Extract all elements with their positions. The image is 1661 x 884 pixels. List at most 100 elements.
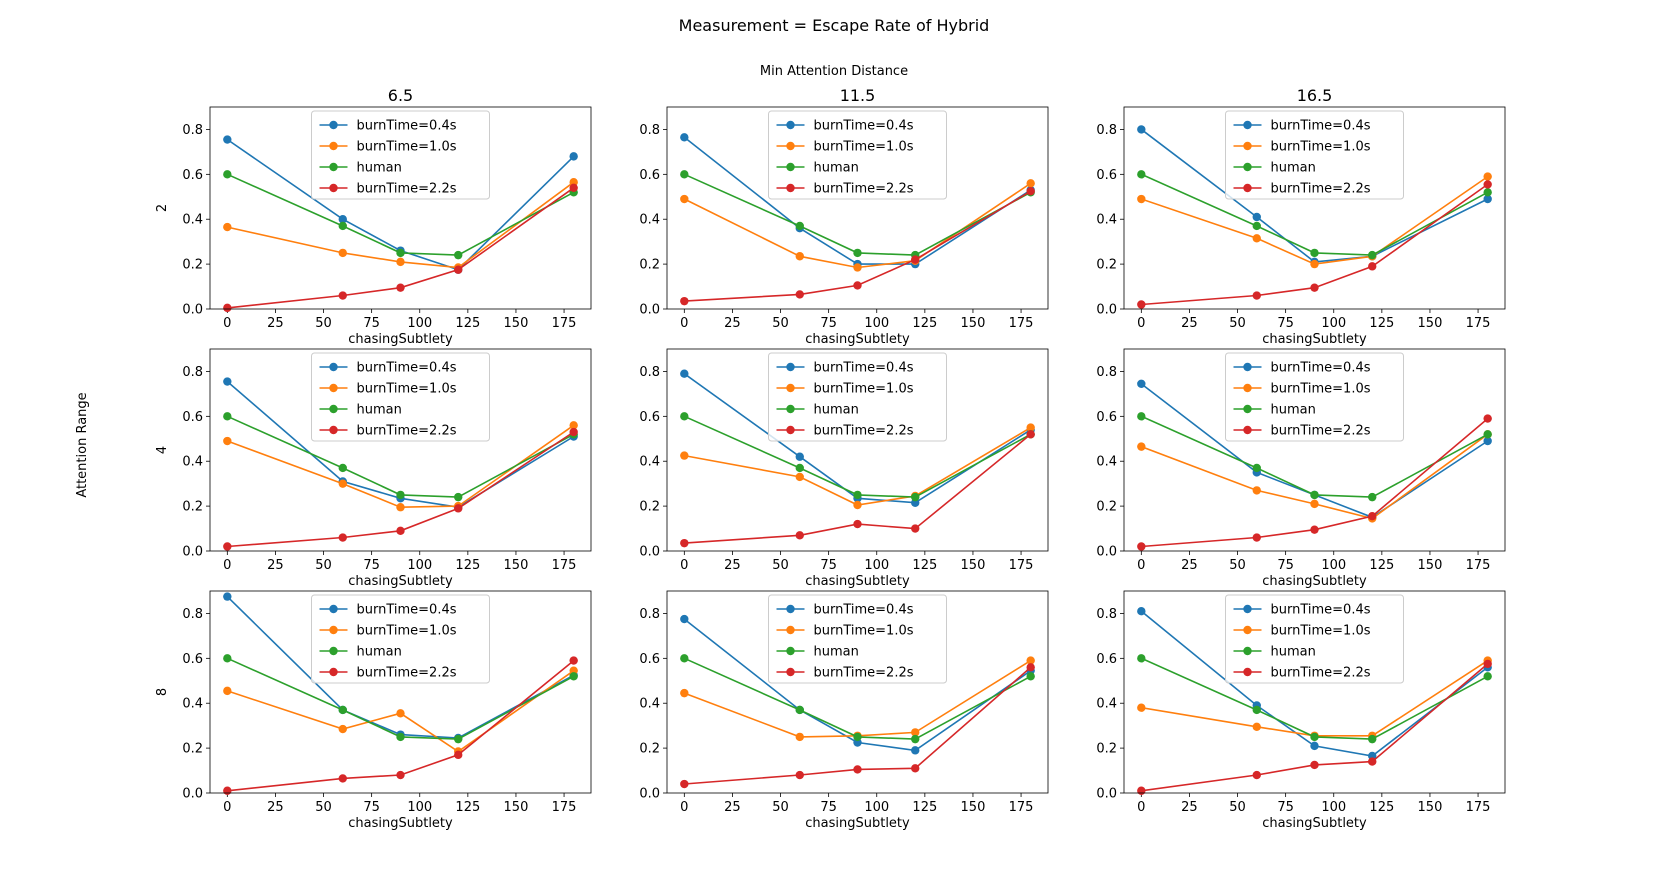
x-tick-label: 0 — [1137, 800, 1145, 815]
y-tick-label: 0.2 — [182, 500, 203, 515]
y-tick-label: 0.6 — [639, 410, 660, 425]
data-point — [680, 451, 689, 460]
y-tick-label: 0.4 — [639, 455, 660, 470]
legend: burnTime=0.4s burnTime=1.0s human burnTime=… — [1225, 352, 1404, 442]
y-tick-label: 0.6 — [1096, 652, 1117, 667]
y-tick-label: 0.2 — [1096, 742, 1117, 757]
subplot-8-11.5: 0 25 50 75 100 125 150 175 0.0 0.2 0.4 0.6 0.8 burnTi… — [639, 590, 1049, 831]
legend-marker — [329, 120, 338, 130]
data-point — [853, 519, 862, 529]
data-point — [223, 686, 232, 696]
x-tick-label: 0 — [1137, 558, 1145, 573]
data-point — [1252, 221, 1261, 231]
data-point — [853, 263, 862, 272]
x-tick-label: 50 — [1229, 316, 1246, 331]
data-point — [680, 170, 689, 179]
data-point — [454, 734, 463, 744]
legend-label: human — [1271, 161, 1316, 176]
y-tick-label: 0.4 — [182, 697, 203, 712]
legend-label: burnTime=1.0s — [1271, 624, 1371, 639]
data-point — [1026, 179, 1035, 188]
y-tick-label: 0.6 — [1096, 168, 1117, 183]
x-tick-label: 100 — [407, 800, 432, 815]
legend-label: burnTime=2.2s — [814, 182, 914, 197]
data-point — [1368, 734, 1377, 744]
x-tick-label: 100 — [864, 800, 889, 815]
data-point — [795, 705, 804, 715]
legend-label: burnTime=1.0s — [357, 140, 457, 155]
data-point — [1310, 732, 1319, 742]
legend-marker — [1243, 120, 1252, 130]
subplot-2-6.5: 0 25 50 75 100 125 150 175 0.0 0.2 0.4 0.6 0.8 burnTi… — [155, 86, 592, 347]
data-point — [1252, 291, 1261, 300]
data-point — [1137, 379, 1146, 388]
data-point — [795, 452, 804, 461]
x-tick-label: 25 — [1181, 316, 1198, 331]
x-tick-label: 25 — [267, 800, 284, 815]
axes-frame — [1123, 590, 1506, 794]
y-tick-label: 0.0 — [639, 303, 660, 318]
data-point — [223, 786, 232, 795]
axes-frame — [209, 348, 592, 552]
legend-frame — [768, 110, 947, 200]
data-point — [396, 257, 405, 267]
legend-label: human — [357, 403, 402, 418]
data-point — [853, 500, 862, 510]
subplot-title: 11.5 — [840, 86, 876, 105]
legend: burnTime=0.4s burnTime=1.0s human burnTime=… — [311, 594, 490, 684]
y-tick-label: 0.4 — [182, 213, 203, 228]
y-tick-label: 0.8 — [1096, 123, 1117, 138]
legend-marker — [786, 183, 795, 193]
data-point — [1368, 262, 1377, 271]
figure-suptitle: Measurement = Escape Rate of Hybrid — [679, 16, 990, 35]
y-tick-label: 0.4 — [1096, 213, 1117, 228]
data-point — [338, 291, 347, 300]
y-tick-label: 0.0 — [182, 303, 203, 318]
legend-marker — [329, 604, 338, 614]
data-point — [680, 412, 689, 421]
x-tick-label: 0 — [1137, 316, 1145, 331]
data-point — [1483, 180, 1492, 189]
data-point — [338, 215, 347, 224]
legend-marker — [1243, 667, 1252, 677]
x-axis-label: chasingSubtlety — [805, 574, 910, 589]
legend: burnTime=0.4s burnTime=1.0s human burnTime=… — [768, 110, 947, 200]
legend-marker — [1243, 604, 1252, 614]
legend-marker — [329, 162, 338, 172]
legend-marker — [329, 383, 338, 393]
data-point — [1137, 542, 1146, 551]
x-axis-label: chasingSubtlety — [348, 574, 453, 589]
y-tick-label: 0.0 — [1096, 303, 1117, 318]
axes-frame — [666, 348, 1049, 552]
y-tick-label: 0.2 — [182, 258, 203, 273]
data-point — [338, 774, 347, 783]
data-point — [680, 538, 689, 548]
legend-label: burnTime=1.0s — [1271, 382, 1371, 397]
legend: burnTime=0.4s burnTime=1.0s human burnTime=… — [768, 352, 947, 442]
legend-label: human — [814, 161, 859, 176]
x-axis-label: chasingSubtlety — [348, 332, 453, 347]
legend: burnTime=0.4s burnTime=1.0s human burnTime=… — [1225, 594, 1404, 684]
data-point — [338, 221, 347, 231]
data-point — [1310, 499, 1319, 509]
data-point — [569, 152, 578, 161]
y-tick-label: 0.2 — [182, 742, 203, 757]
legend-marker — [1243, 625, 1252, 635]
x-axis-label: chasingSubtlety — [805, 816, 910, 831]
data-point — [396, 248, 405, 258]
data-point — [1252, 722, 1261, 731]
legend-label: burnTime=0.4s — [814, 119, 914, 134]
legend-marker — [329, 425, 338, 435]
axes-frame — [666, 106, 1049, 310]
data-point — [1252, 234, 1261, 243]
y-tick-label: 0.8 — [1096, 607, 1117, 622]
data-point — [1252, 770, 1261, 780]
legend-frame — [768, 594, 947, 684]
x-tick-label: 50 — [772, 316, 789, 331]
legend-marker — [786, 362, 795, 372]
data-point — [1137, 442, 1146, 451]
legend-label: burnTime=2.2s — [357, 424, 457, 439]
data-point — [1137, 125, 1146, 134]
data-point — [223, 222, 232, 232]
y-tick-label: 0.2 — [639, 742, 660, 757]
